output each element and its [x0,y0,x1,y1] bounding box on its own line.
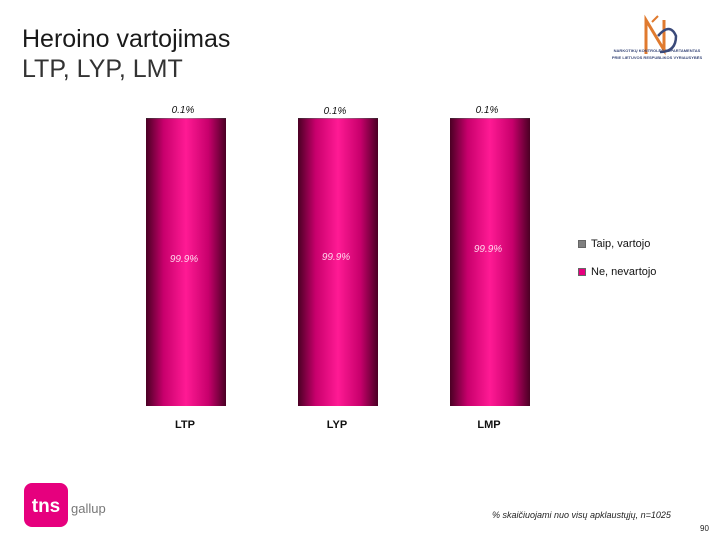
legend-label-ne: Ne, nevartojo [591,266,657,278]
x-tick-label-lyp: LYP [327,419,347,431]
tns-logo-text: tns [32,496,61,517]
bar-lyp-taip [298,118,378,119]
data-label-ltp-taip: 0.1% [172,105,195,116]
legend-swatch-ne [578,268,586,276]
data-label-lmp-taip: 0.1% [476,105,499,116]
legend-label-taip: Taip, vartojo [591,238,651,250]
nkd-logo [644,14,678,56]
logo-caption-1: NARKOTIKŲ KONTROLĖS DEPARTAMENTAS [613,48,701,53]
bar-lyp-ne [298,118,378,407]
bar-lmp-ne [450,118,530,407]
page-number: 90 [700,524,709,533]
legend-item-ne: Ne, nevartojo [578,264,656,280]
tns-logo-square [24,483,68,527]
page-title: Heroino vartojimas [22,25,231,53]
chart-legend: Taip, vartojo Ne, nevartojo [578,236,656,292]
tns-gallup-logo: tns gallup [24,483,106,527]
bar-ltp-ne [146,118,226,407]
legend-swatch-taip [578,240,586,248]
nkd-emblem-icon [644,14,678,56]
title-block: Heroino vartojimas LTP, LYP, LMT [22,24,230,84]
page-subtitle: LTP, LYP, LMT [22,55,183,83]
data-label-lmp-ne: 99.9% [474,244,502,255]
data-label-lyp-ne: 99.9% [322,252,350,263]
footnote: % skaičiuojami nuo visų apklaustųjų, n=1… [492,510,671,520]
legend-item-taip: Taip, vartojo [578,236,656,252]
logo-caption-2: PRIE LIETUVOS RESPUBLIKOS VYRIAUSYBĖS [611,55,703,60]
x-tick-label-ltp: LTP [175,419,195,431]
data-label-ltp-ne: 99.9% [170,254,198,265]
gallup-logo-text: gallup [71,501,106,516]
bar-ltp-taip [146,118,226,119]
bar-lmp-taip [450,118,530,119]
x-tick-label-lmp: LMP [477,419,500,431]
data-label-lyp-taip: 0.1% [324,106,347,117]
